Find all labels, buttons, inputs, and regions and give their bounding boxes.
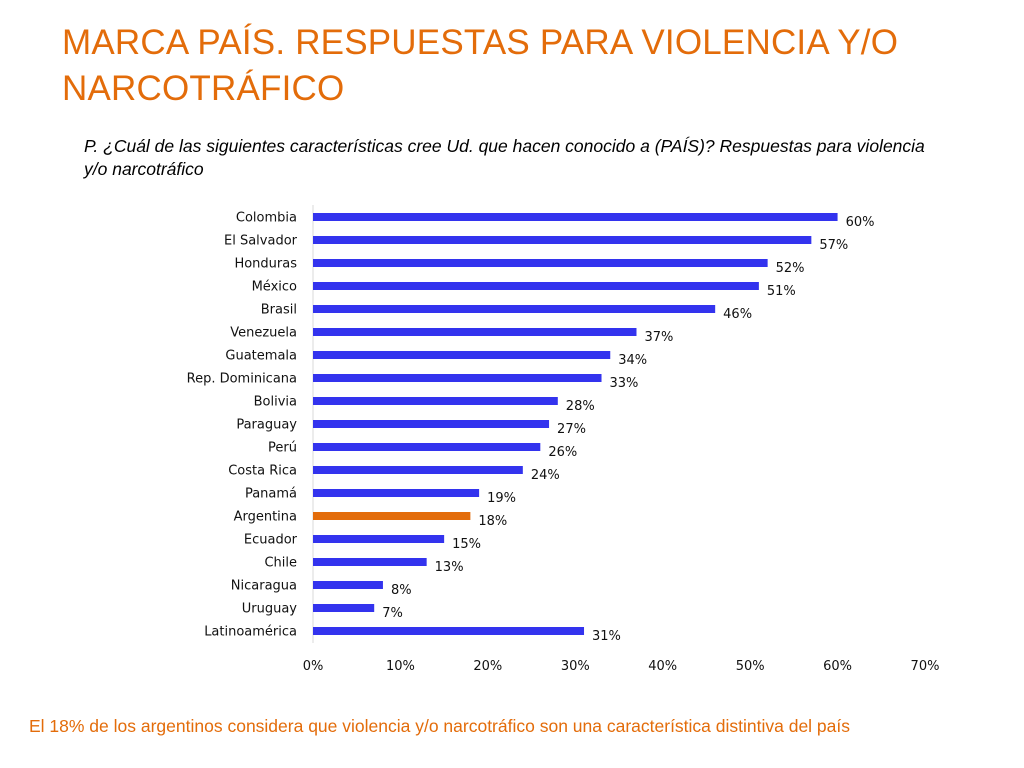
x-tick-label: 30% xyxy=(561,659,590,674)
value-label: 34% xyxy=(618,353,647,368)
bar xyxy=(313,328,637,336)
x-tick-label: 50% xyxy=(736,659,765,674)
category-label: Brasil xyxy=(261,303,297,318)
category-label: Argentina xyxy=(234,510,297,525)
value-label: 27% xyxy=(557,422,586,437)
bar xyxy=(313,443,541,451)
value-label: 60% xyxy=(846,215,875,230)
bar xyxy=(313,627,585,635)
category-label: Honduras xyxy=(234,257,297,272)
x-tick-label: 10% xyxy=(386,659,415,674)
value-label: 37% xyxy=(644,330,673,345)
value-label: 24% xyxy=(531,468,560,483)
value-label: 28% xyxy=(566,399,595,414)
category-label: Uruguay xyxy=(242,602,298,617)
bar xyxy=(313,282,759,290)
value-label: 51% xyxy=(767,284,796,299)
category-label: Ecuador xyxy=(244,533,298,548)
bar xyxy=(313,351,611,359)
value-label: 31% xyxy=(592,629,621,644)
value-label: 52% xyxy=(776,261,805,276)
bar xyxy=(313,305,716,313)
category-label: Latinoamérica xyxy=(204,625,297,640)
category-label: El Salvador xyxy=(224,234,298,249)
category-label: Perú xyxy=(268,441,297,456)
value-label: 7% xyxy=(382,606,403,621)
bar xyxy=(313,259,768,267)
category-label: Nicaragua xyxy=(231,579,297,594)
category-label: Costa Rica xyxy=(228,464,297,479)
category-label: Panamá xyxy=(245,487,297,502)
category-label: Chile xyxy=(264,556,297,571)
bar xyxy=(313,397,558,405)
bar xyxy=(313,420,550,428)
value-label: 18% xyxy=(478,514,507,529)
bar xyxy=(313,581,383,589)
value-label: 33% xyxy=(610,376,639,391)
category-label: Paraguay xyxy=(236,418,297,433)
value-label: 46% xyxy=(723,307,752,322)
category-label: Colombia xyxy=(236,211,297,226)
bar xyxy=(313,213,838,221)
bar-chart: Colombia El Salvador Honduras México Brasil V… xyxy=(187,205,940,674)
x-tick-label: 0% xyxy=(303,659,324,674)
category-label: Guatemala xyxy=(225,349,297,364)
x-tick-label: 20% xyxy=(473,659,502,674)
category-label: Bolivia xyxy=(254,395,297,410)
value-label: 19% xyxy=(487,491,516,506)
value-label: 8% xyxy=(391,583,412,598)
value-label: 13% xyxy=(435,560,464,575)
value-label: 57% xyxy=(819,238,848,253)
x-tick-label: 40% xyxy=(648,659,677,674)
value-label: 15% xyxy=(452,537,481,552)
bar xyxy=(313,535,445,543)
footer-note: El 18% de los argentinos considera que v… xyxy=(29,716,851,736)
category-label: Venezuela xyxy=(230,326,297,341)
x-tick-label: 70% xyxy=(911,659,940,674)
slide-title: MARCA PAÍS. RESPUESTAS PARA VIOLENCIA Y/… xyxy=(62,23,899,108)
bar xyxy=(313,236,812,244)
value-label: 26% xyxy=(548,445,577,460)
category-label: México xyxy=(252,280,297,295)
bar xyxy=(313,512,471,520)
survey-question: P. ¿Cuál de las siguientes característic… xyxy=(84,136,925,179)
bar xyxy=(313,374,602,382)
bar xyxy=(313,489,480,497)
category-label: Rep. Dominicana xyxy=(187,372,297,387)
bar xyxy=(313,558,427,566)
bar xyxy=(313,604,375,612)
x-tick-label: 60% xyxy=(823,659,852,674)
bar xyxy=(313,466,523,474)
